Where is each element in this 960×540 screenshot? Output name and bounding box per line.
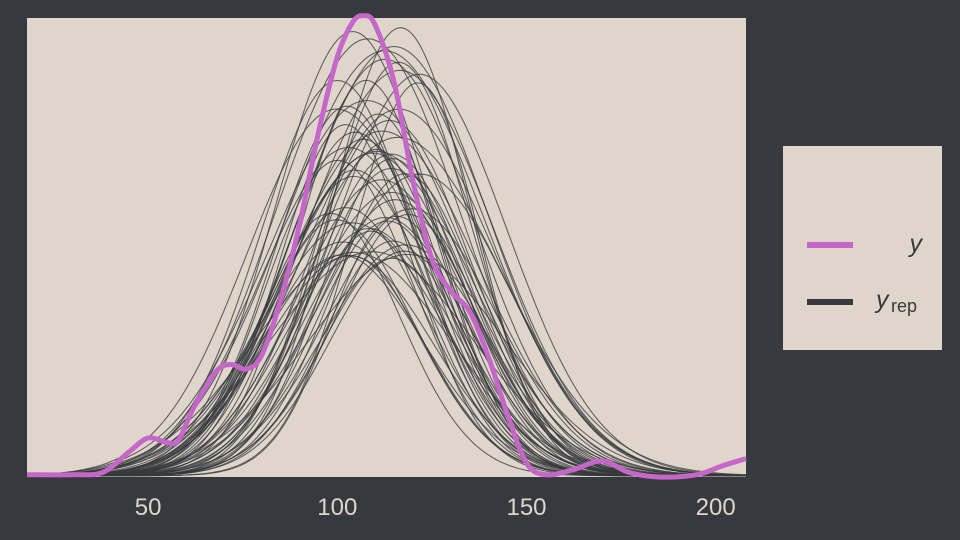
replicate-line xyxy=(27,73,747,477)
replicate-line xyxy=(26,99,746,477)
x-axis-ticks: 50 100 150 200 xyxy=(135,494,736,521)
plot-panel xyxy=(27,18,746,477)
replicate-line xyxy=(26,130,747,477)
legend-label-yrep: y xyxy=(874,286,890,314)
legend-label-y: y xyxy=(908,230,924,258)
x-tick-label: 200 xyxy=(696,494,736,521)
replicate-line xyxy=(27,124,746,477)
x-tick-label: 50 xyxy=(135,494,162,521)
legend: y y rep xyxy=(783,146,942,350)
legend-label-yrep-subscript: rep xyxy=(891,296,917,316)
x-tick-label: 100 xyxy=(317,494,357,521)
x-tick-label: 150 xyxy=(506,494,546,521)
observed-line xyxy=(26,13,747,480)
observed-density-line xyxy=(26,13,747,480)
